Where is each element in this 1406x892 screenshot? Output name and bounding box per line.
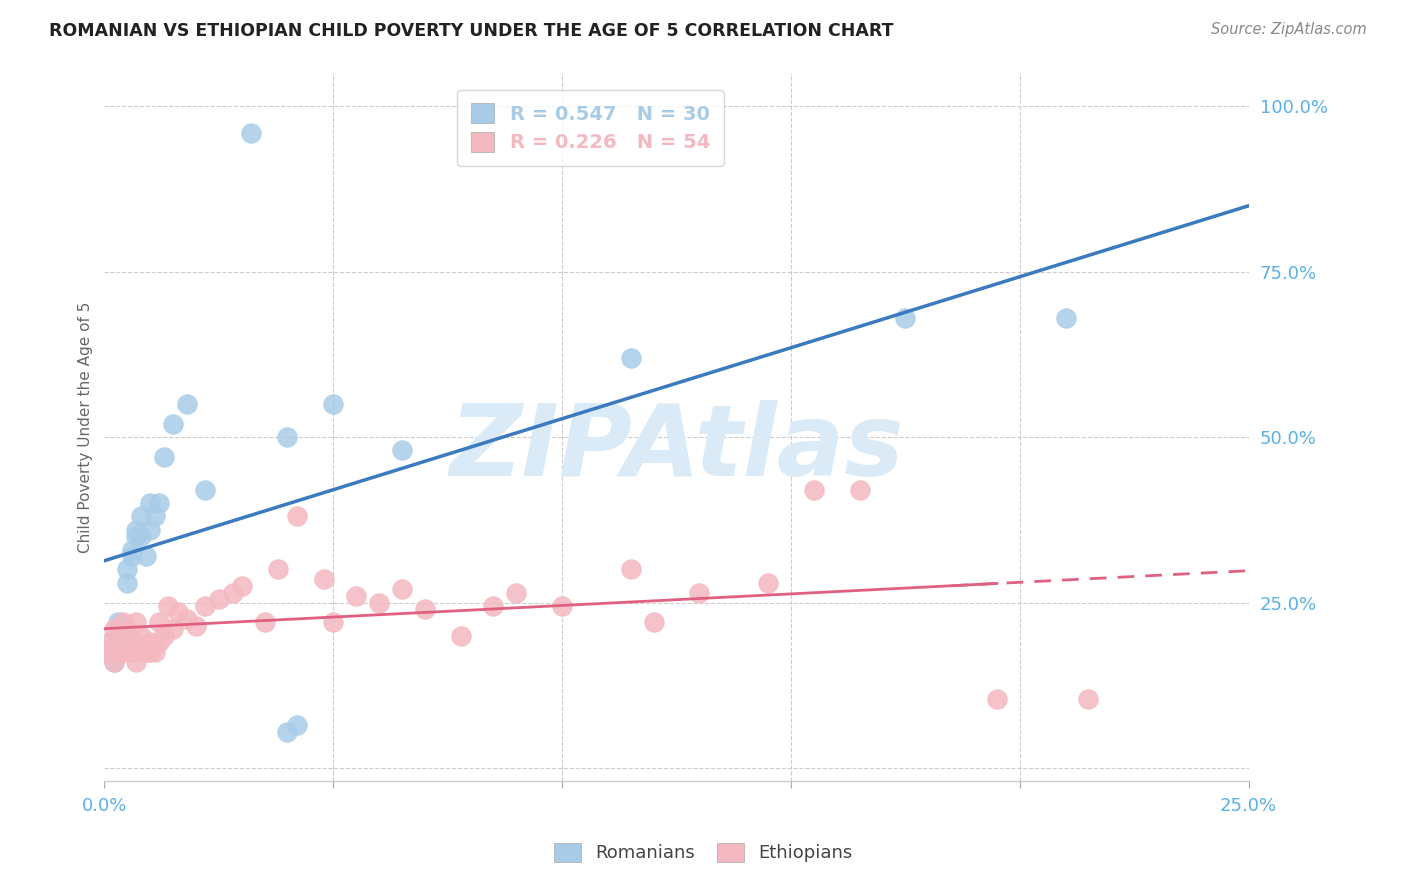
Point: [1054, 310, 1077, 325]
Point: [97, 635, 120, 649]
Point: [276, 724, 298, 739]
Point: [756, 575, 779, 590]
Point: [117, 575, 139, 590]
Point: [162, 417, 184, 431]
Point: [194, 483, 217, 497]
Point: [135, 645, 157, 659]
Point: [139, 635, 162, 649]
Point: [391, 443, 413, 458]
Point: [117, 635, 139, 649]
Point: [344, 589, 367, 603]
Point: [221, 585, 243, 599]
Point: [322, 615, 344, 630]
Point: [267, 562, 290, 576]
Point: [139, 496, 162, 510]
Point: [129, 509, 152, 524]
Legend: R = 0.547   N = 30, R = 0.226   N = 54: R = 0.547 N = 30, R = 0.226 N = 54: [457, 90, 724, 166]
Point: [848, 483, 870, 497]
Point: [176, 397, 198, 411]
Point: [153, 629, 176, 643]
Point: [121, 645, 143, 659]
Point: [208, 592, 231, 607]
Point: [551, 599, 574, 613]
Point: [368, 596, 391, 610]
Point: [505, 585, 527, 599]
Point: [125, 523, 148, 537]
Point: [239, 126, 262, 140]
Point: [231, 579, 253, 593]
Text: ZIPAtlas: ZIPAtlas: [449, 400, 904, 497]
Point: [139, 645, 162, 659]
Point: [620, 562, 643, 576]
Point: [285, 718, 308, 732]
Point: [107, 645, 129, 659]
Point: [153, 450, 176, 464]
Point: [143, 645, 166, 659]
Point: [986, 691, 1008, 706]
Point: [450, 629, 472, 643]
Point: [688, 585, 710, 599]
Y-axis label: Child Poverty Under the Age of 5: Child Poverty Under the Age of 5: [79, 301, 93, 553]
Point: [103, 622, 125, 636]
Point: [111, 615, 134, 630]
Point: [184, 618, 207, 632]
Point: [107, 629, 129, 643]
Point: [894, 310, 917, 325]
Point: [125, 529, 148, 543]
Point: [413, 602, 436, 616]
Point: [117, 622, 139, 636]
Point: [157, 599, 180, 613]
Point: [312, 573, 335, 587]
Point: [253, 615, 276, 630]
Point: [117, 645, 139, 659]
Point: [107, 615, 129, 630]
Point: [125, 615, 148, 630]
Point: [143, 509, 166, 524]
Point: [129, 529, 152, 543]
Point: [97, 645, 120, 659]
Point: [148, 496, 170, 510]
Point: [482, 599, 505, 613]
Text: ROMANIAN VS ETHIOPIAN CHILD POVERTY UNDER THE AGE OF 5 CORRELATION CHART: ROMANIAN VS ETHIOPIAN CHILD POVERTY UNDE…: [49, 22, 894, 40]
Point: [97, 645, 120, 659]
Point: [620, 351, 643, 365]
Point: [285, 509, 308, 524]
Point: [276, 430, 298, 444]
Point: [107, 645, 129, 659]
Point: [103, 655, 125, 669]
Point: [166, 606, 188, 620]
Point: [148, 615, 170, 630]
Point: [129, 629, 152, 643]
Point: [148, 635, 170, 649]
Text: Source: ZipAtlas.com: Source: ZipAtlas.com: [1211, 22, 1367, 37]
Legend: Romanians, Ethiopians: Romanians, Ethiopians: [547, 836, 859, 870]
Point: [111, 639, 134, 653]
Point: [643, 615, 665, 630]
Point: [1077, 691, 1099, 706]
Point: [162, 622, 184, 636]
Point: [121, 629, 143, 643]
Point: [121, 549, 143, 564]
Point: [103, 635, 125, 649]
Point: [121, 542, 143, 557]
Point: [139, 523, 162, 537]
Point: [194, 599, 217, 613]
Point: [176, 612, 198, 626]
Point: [391, 582, 413, 597]
Point: [129, 641, 152, 656]
Point: [803, 483, 825, 497]
Point: [103, 655, 125, 669]
Point: [125, 655, 148, 669]
Point: [117, 562, 139, 576]
Point: [111, 641, 134, 656]
Point: [111, 622, 134, 636]
Point: [135, 549, 157, 564]
Point: [322, 397, 344, 411]
